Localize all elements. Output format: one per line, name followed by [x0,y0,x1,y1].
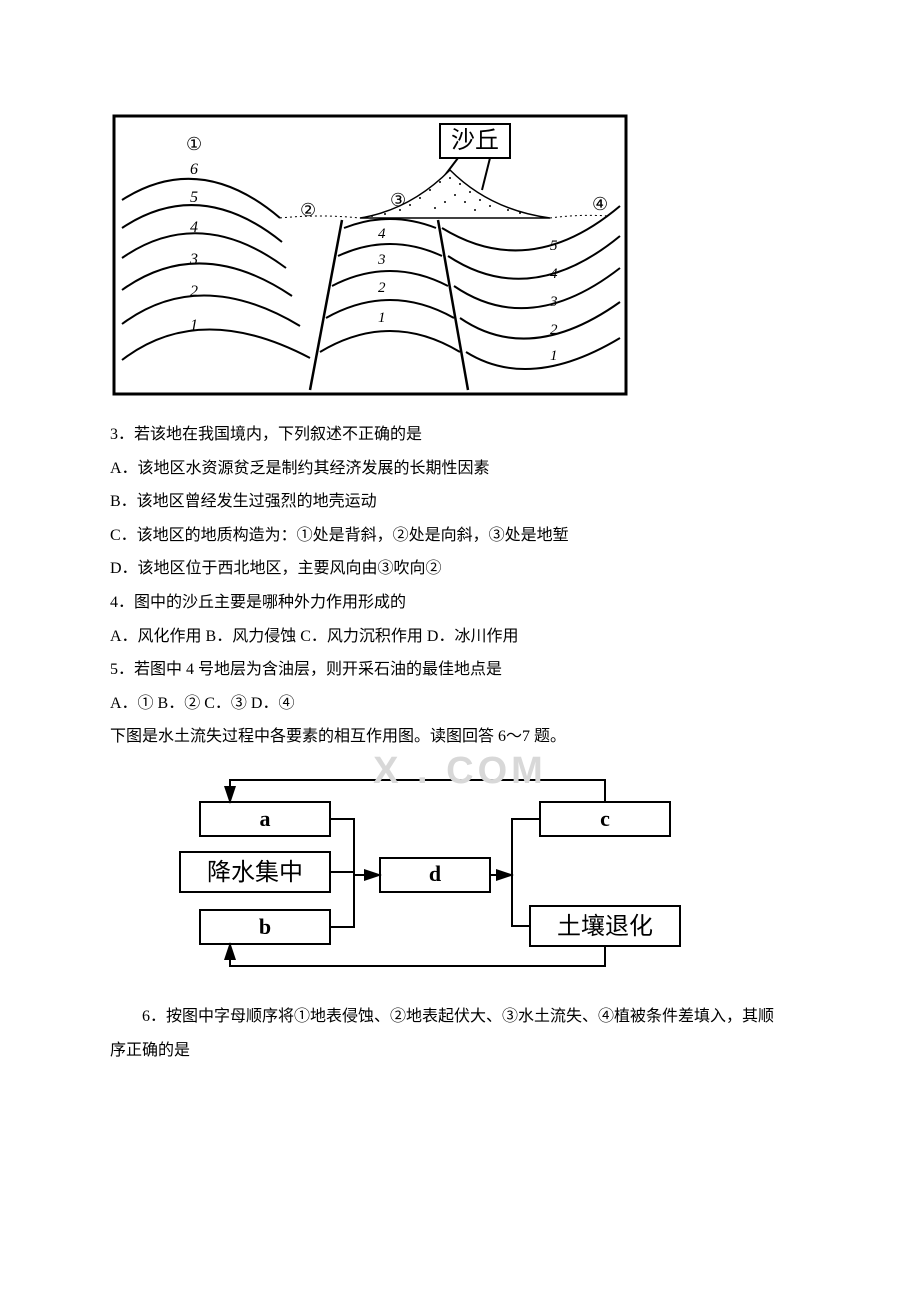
svg-text:5: 5 [190,189,198,206]
svg-text:d: d [429,861,441,886]
svg-text:1: 1 [190,317,198,334]
svg-text:2: 2 [378,280,386,296]
svg-text:1: 1 [550,348,558,364]
svg-text:①: ① [186,134,202,154]
q6-line1: 6．按图中字母顺序将①地表侵蚀、②地表起伏大、③水土流失、④植被条件差填入，其顺 [110,1000,810,1034]
svg-text:3: 3 [189,251,198,268]
svg-text:a: a [260,806,271,831]
q6-line2: 序正确的是 [110,1034,810,1068]
svg-text:③: ③ [390,190,406,210]
svg-text:5: 5 [550,238,558,254]
svg-text:降水集中: 降水集中 [207,859,303,886]
svg-text:土壤退化: 土壤退化 [557,913,653,940]
q4-stem: 4．图中的沙丘主要是哪种外力作用形成的 [110,586,810,620]
svg-text:4: 4 [378,226,386,242]
q5-stem: 5．若图中 4 号地层为含油层，则开采石油的最佳地点是 [110,653,810,687]
svg-text:4: 4 [190,219,198,236]
geology-cross-section-figure: 沙丘 [110,110,810,400]
q3-opt-c: C．该地区的地质构造为：①处是背斜，②处是向斜，③处是地堑 [110,519,810,553]
svg-text:4: 4 [550,266,558,282]
svg-text:②: ② [300,200,316,220]
svg-text:2: 2 [190,283,198,300]
svg-text:b: b [259,914,271,939]
svg-text:3: 3 [377,252,386,268]
svg-text:④: ④ [592,194,608,214]
svg-text:1: 1 [378,310,386,326]
q3-opt-b: B．该地区曾经发生过强烈的地壳运动 [110,485,810,519]
lead-6-7: 下图是水土流失过程中各要素的相互作用图。读图回答 6～7 题。 [110,720,810,754]
svg-text:3: 3 [549,294,558,310]
svg-text:沙丘: 沙丘 [451,128,499,154]
svg-text:6: 6 [190,161,198,178]
soil-erosion-flowchart: a c 降水集中 d b 土壤退化 [140,762,810,982]
q3-stem: 3．若该地在我国境内，下列叙述不正确的是 [110,418,810,452]
svg-text:2: 2 [550,322,558,338]
svg-text:c: c [600,806,610,831]
q4-options: A．风化作用 B．风力侵蚀 C．风力沉积作用 D．冰川作用 [110,620,810,654]
q5-options: A．① B．② C．③ D．④ [110,687,810,721]
q3-opt-d: D．该地区位于西北地区，主要风向由③吹向② [110,552,810,586]
q3-opt-a: A．该地区水资源贫乏是制约其经济发展的长期性因素 [110,452,810,486]
